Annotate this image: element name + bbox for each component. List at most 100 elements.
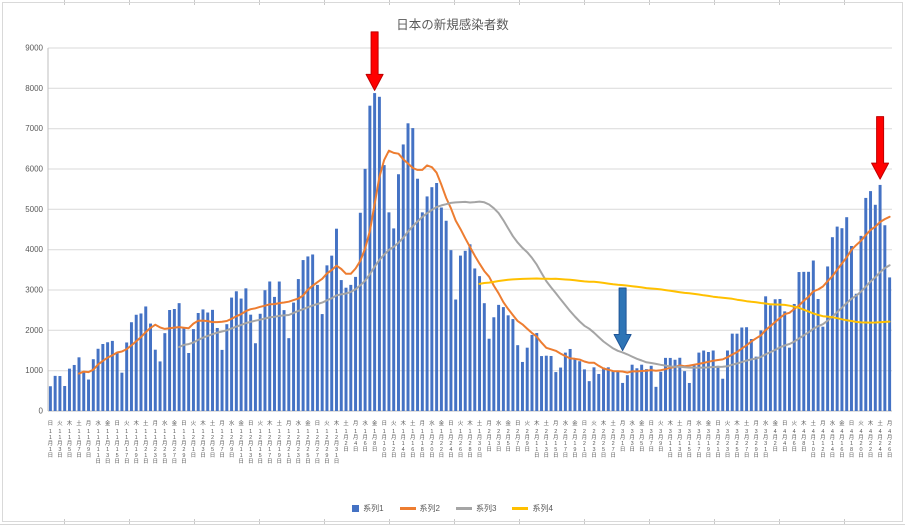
y-axis-tick-label: 9000 xyxy=(25,44,43,53)
x-axis-labels: 日 1 1 月 1 日火 1 1 月 3 日木 1 1 月 5 日土 1 1 月 7 日月 1 1 月 9 日水 1 1 月 1 1 日 金 1 1… xyxy=(48,419,893,465)
legend-item-series2[interactable]: 系列2 xyxy=(399,503,440,514)
annotation-down-arrow[interactable] xyxy=(871,116,890,180)
series1-swatch-icon xyxy=(352,505,360,512)
series2-swatch-icon xyxy=(399,507,416,510)
y-axis-tick-label: 2000 xyxy=(25,326,43,335)
legend-item-series4[interactable]: 系列4 xyxy=(512,503,553,514)
y-axis-tick-label: 1000 xyxy=(25,366,43,375)
gridlines: 0 1000 2000 3000 4000 5000 6000 7000 8000 9000 xyxy=(25,44,892,416)
legend-item-series1[interactable]: 系列1 xyxy=(352,503,384,514)
series4-swatch-icon xyxy=(512,507,529,510)
chart-title: 日本の新規感染者数 xyxy=(396,18,509,32)
line-series-3[interactable] xyxy=(178,200,891,369)
y-axis-tick-label: 3000 xyxy=(25,286,43,295)
y-axis-tick-label: 4000 xyxy=(25,245,43,254)
line-series-2[interactable] xyxy=(78,149,891,375)
bar-series[interactable] xyxy=(48,93,892,412)
annotation-down-arrow[interactable] xyxy=(613,287,632,351)
series3-swatch-icon xyxy=(456,507,472,510)
chart-legend: 系列1 系列2 系列3 系列4 xyxy=(0,503,905,514)
legend-label-series4: 系列4 xyxy=(532,504,553,513)
y-axis-tick-label: 6000 xyxy=(25,165,43,174)
annotation-down-arrow[interactable] xyxy=(365,31,384,91)
line-series-4[interactable] xyxy=(478,277,891,324)
legend-label-series1: 系列1 xyxy=(363,504,384,513)
legend-item-series3[interactable]: 系列3 xyxy=(456,503,496,514)
y-axis-tick-label: 7000 xyxy=(25,124,43,133)
